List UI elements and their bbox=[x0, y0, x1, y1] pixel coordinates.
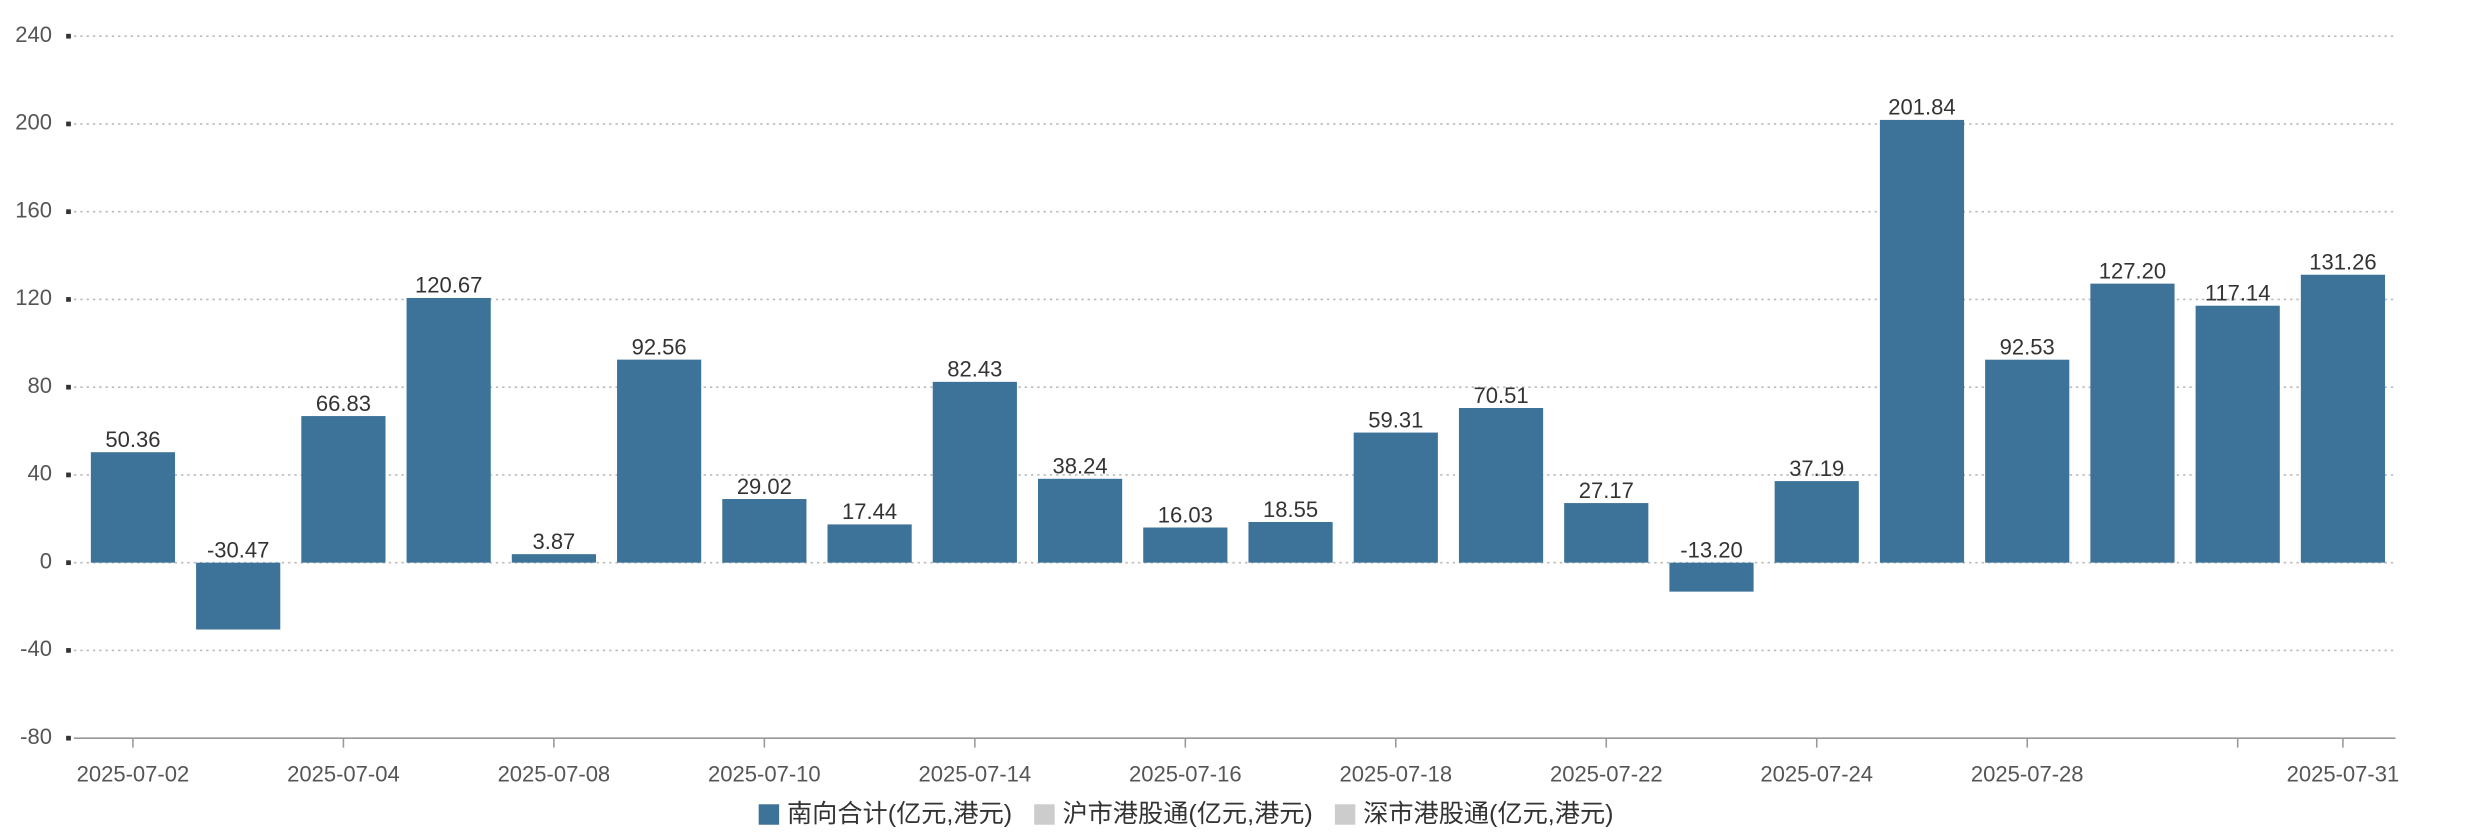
bar bbox=[1564, 503, 1649, 563]
data-label: -30.47 bbox=[207, 537, 269, 562]
y-tick-label: -80 bbox=[20, 724, 52, 749]
data-label: 131.26 bbox=[2309, 250, 2376, 275]
data-label: -13.20 bbox=[1680, 537, 1742, 562]
data-label: 92.56 bbox=[632, 334, 687, 359]
x-tick-label: 2025-07-28 bbox=[1971, 762, 2084, 787]
data-label: 16.03 bbox=[1158, 502, 1213, 527]
y-tick-mark bbox=[66, 33, 71, 39]
bar bbox=[1037, 478, 1123, 563]
data-label: 120.67 bbox=[415, 273, 482, 298]
bar bbox=[932, 381, 1017, 563]
data-label: 66.83 bbox=[316, 391, 371, 416]
bar bbox=[301, 416, 386, 563]
x-tick-label: 2025-07-08 bbox=[498, 762, 611, 787]
data-label: 70.51 bbox=[1473, 383, 1528, 408]
bar bbox=[1669, 562, 1754, 592]
data-label: 29.02 bbox=[737, 474, 792, 499]
bar bbox=[406, 297, 491, 563]
y-tick-mark bbox=[66, 648, 71, 653]
data-label: 92.53 bbox=[2000, 334, 2055, 359]
bar bbox=[1985, 359, 2070, 563]
y-tick-mark bbox=[66, 384, 71, 390]
y-tick-label: 120 bbox=[15, 285, 52, 310]
data-label: 37.19 bbox=[1789, 456, 1844, 481]
y-tick-label: 160 bbox=[15, 198, 52, 223]
y-tick-mark bbox=[66, 472, 71, 478]
bar bbox=[722, 499, 807, 563]
x-tick-label: 2025-07-14 bbox=[919, 762, 1032, 787]
bar bbox=[1248, 521, 1333, 563]
x-tick-label: 2025-07-10 bbox=[708, 762, 821, 787]
y-tick-mark bbox=[66, 735, 71, 741]
y-tick-label: -40 bbox=[20, 636, 52, 661]
data-label: 27.17 bbox=[1579, 478, 1634, 503]
bar bbox=[2300, 274, 2386, 563]
x-tick-label: 2025-07-31 bbox=[2287, 762, 2400, 787]
bar bbox=[1879, 119, 1965, 563]
y-tick-label: 200 bbox=[15, 110, 52, 135]
x-tick-label: 2025-07-02 bbox=[77, 762, 190, 787]
legend-swatch bbox=[1034, 804, 1055, 825]
bar bbox=[617, 359, 702, 563]
data-label: 50.36 bbox=[105, 427, 160, 452]
legend-label: 沪市港股通(亿元,港元) bbox=[1063, 800, 1313, 828]
bar bbox=[90, 452, 176, 563]
x-tick-label: 2025-07-16 bbox=[1129, 762, 1242, 787]
bar bbox=[2195, 305, 2280, 563]
data-label: 127.20 bbox=[2099, 258, 2166, 283]
data-label: 17.44 bbox=[842, 499, 897, 524]
data-label: 18.55 bbox=[1263, 497, 1318, 522]
x-tick-label: 2025-07-18 bbox=[1339, 762, 1452, 787]
y-tick-label: 0 bbox=[40, 548, 52, 573]
bar bbox=[827, 524, 912, 563]
data-label: 201.84 bbox=[1888, 95, 1955, 120]
data-label: 117.14 bbox=[2205, 281, 2271, 306]
data-label: 38.24 bbox=[1053, 454, 1108, 479]
legend-swatch bbox=[758, 804, 780, 825]
x-tick-label: 2025-07-04 bbox=[287, 762, 400, 787]
y-tick-mark bbox=[66, 121, 71, 127]
y-tick-mark bbox=[66, 560, 71, 566]
bar bbox=[196, 562, 281, 630]
bar bbox=[1143, 527, 1228, 563]
bar bbox=[1353, 432, 1438, 563]
x-tick-label: 2025-07-22 bbox=[1550, 762, 1663, 787]
y-tick-label: 80 bbox=[27, 373, 51, 398]
legend-label: 深市港股通(亿元,港元) bbox=[1363, 800, 1613, 828]
x-tick-label: 2025-07-24 bbox=[1760, 762, 1873, 787]
bar bbox=[2090, 283, 2175, 563]
data-label: 82.43 bbox=[947, 357, 1002, 382]
legend-swatch bbox=[1334, 804, 1356, 825]
legend-label: 南向合计(亿元,港元) bbox=[787, 800, 1012, 828]
bar bbox=[1458, 408, 1544, 563]
y-tick-label: 240 bbox=[15, 22, 52, 47]
bar bbox=[1774, 481, 1859, 563]
bar bbox=[511, 554, 596, 563]
y-tick-mark bbox=[66, 209, 71, 215]
y-tick-mark bbox=[66, 297, 71, 302]
y-tick-label: 40 bbox=[27, 461, 51, 486]
data-label: 3.87 bbox=[532, 529, 575, 554]
data-label: 59.31 bbox=[1368, 407, 1423, 432]
